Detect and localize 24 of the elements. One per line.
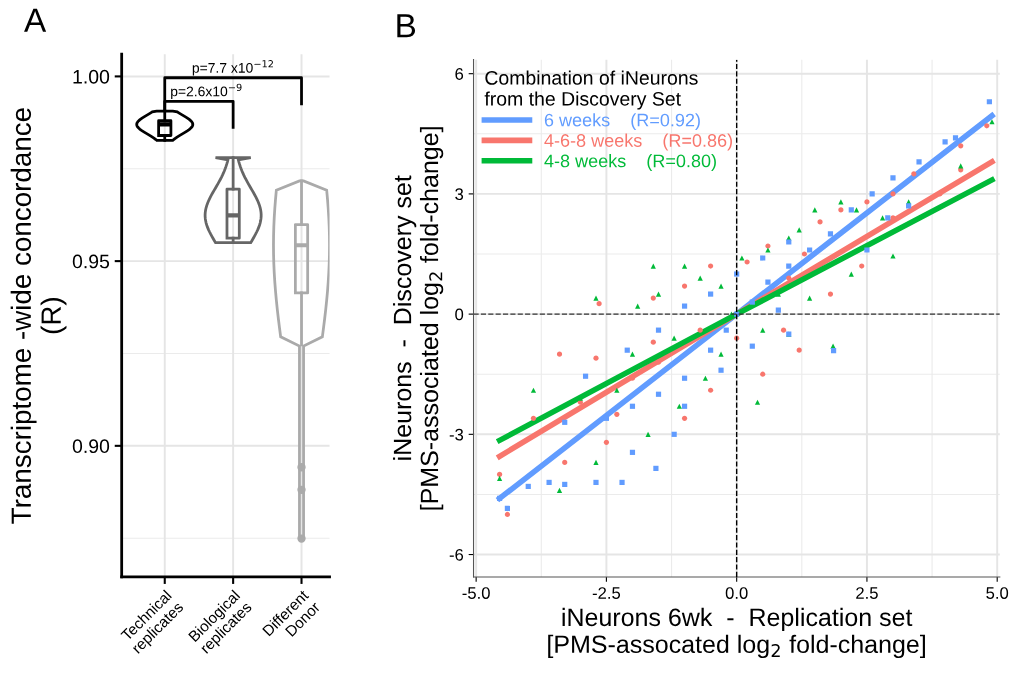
legend-label: 6 weeks (R=0.92) [544, 113, 700, 130]
y-tick-label: 0.95 [72, 254, 110, 269]
y-axis-title: Transcriptome -wide concordance (R) [10, 108, 67, 524]
x-tick-label: 2.5 [856, 587, 878, 599]
chart-title: B [397, 14, 416, 38]
y-axis-title: iNeurons - Discovery set [PMS-associated log$_{2}$ fold-change] [392, 127, 444, 510]
y-tick-label: 0.90 [72, 439, 110, 454]
chart-title: A [24, 8, 47, 32]
y-tick-label: -3 [449, 428, 464, 441]
x-axis-title: iNeurons 6wk - Replication set [PMS-assocated log$_{2}$ fold-change] [548, 607, 925, 659]
x-tick-label: -5.0 [462, 587, 490, 599]
x-tick-label: 0.0 [725, 587, 748, 599]
legend-label: 4-8 weeks (R=0.80) [544, 154, 716, 171]
y-tick-label: -6 [449, 548, 464, 561]
x-tick-label: -2.5 [592, 587, 621, 599]
y-tick-label: 3 [455, 188, 464, 201]
y-tick-label: 6 [455, 68, 464, 80]
legend-label: 4-6-8 weeks (R=0.86) [544, 133, 732, 151]
y-tick-label: 0 [455, 308, 464, 321]
y-tick-label: 1.00 [73, 69, 110, 84]
annotation: p=7.7 x10$^{−12}$ [192, 60, 273, 76]
x-tick-label: 5.0 [986, 587, 1009, 599]
annotation: p=2.6x10$^{−9}$ [171, 83, 242, 100]
legend-title: Combination of iNeurons from the Discovery Set [484, 70, 698, 110]
